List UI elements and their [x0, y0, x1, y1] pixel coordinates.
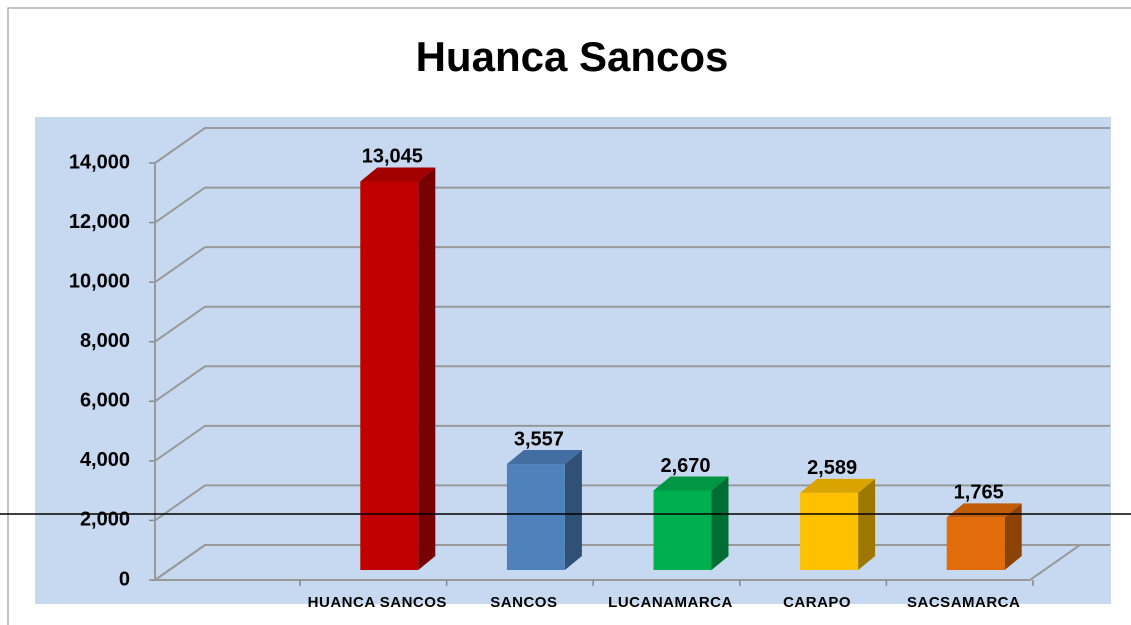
x-tick-label: SACSAMARCA — [907, 594, 1020, 611]
bar-side — [1004, 503, 1022, 570]
y-tick-label: 14,000 — [69, 151, 130, 173]
bar-top — [506, 450, 582, 465]
bar — [506, 464, 565, 570]
bar-side — [711, 476, 729, 570]
bar-side — [564, 450, 582, 570]
y-tick-label: 12,000 — [69, 211, 130, 233]
y-tick-label: 6,000 — [80, 390, 130, 412]
bar — [360, 181, 419, 570]
x-tick-label: SANCOS — [490, 594, 557, 611]
value-label: 2,670 — [660, 455, 710, 477]
grid-line — [154, 186, 1110, 224]
y-tick-label: 0 — [119, 568, 130, 590]
x-tick-label: CARAPO — [783, 594, 851, 611]
grid-line — [154, 246, 1110, 283]
bar — [946, 517, 1005, 570]
bar-top — [800, 478, 876, 493]
y-tick-label: 10,000 — [69, 270, 130, 292]
bar-side — [858, 478, 876, 570]
grid-line — [154, 484, 1110, 522]
bar-side — [418, 167, 436, 570]
bar — [800, 492, 859, 570]
grid-line — [154, 424, 1110, 462]
bar — [653, 490, 712, 570]
bar-top — [360, 167, 436, 182]
y-tick-label: 8,000 — [80, 330, 130, 352]
chart-title: Huanca Sancos — [416, 33, 729, 80]
value-label: 1,765 — [954, 482, 1004, 504]
value-label: 2,589 — [807, 457, 857, 479]
bar-top — [653, 476, 729, 491]
y-tick-label: 4,000 — [80, 449, 130, 471]
x-tick-label: LUCANAMARCA — [608, 594, 733, 611]
x-tick-label: HUANCA SANCOS — [308, 594, 447, 611]
value-label: 13,045 — [362, 146, 423, 168]
y-tick-label: 2,000 — [80, 509, 130, 531]
grid-line — [154, 365, 1110, 403]
grid-line — [154, 305, 1110, 343]
value-label: 3,557 — [514, 428, 564, 450]
grid-line — [154, 127, 1110, 164]
